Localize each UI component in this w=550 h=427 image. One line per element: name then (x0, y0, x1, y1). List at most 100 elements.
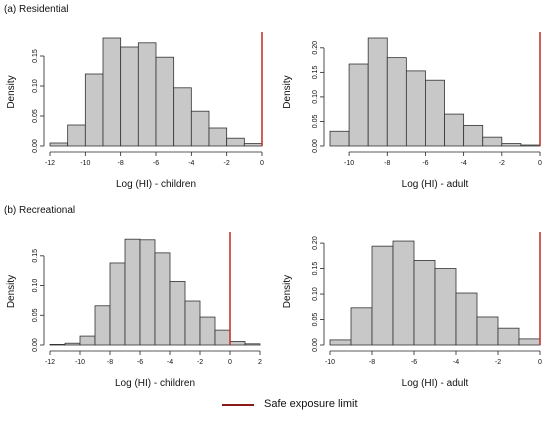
histogram-bar (405, 70, 426, 147)
histogram-bar (120, 46, 139, 147)
histogram-bar (497, 327, 520, 346)
histogram-bar (243, 143, 263, 147)
histogram-bar (84, 73, 104, 147)
section-label-residential: (a) Residential (4, 4, 69, 15)
y-tick-label: 0.10 (32, 79, 39, 93)
histogram-bar (392, 240, 415, 346)
histogram-bar (49, 142, 69, 147)
x-tick-label: 0 (228, 359, 232, 366)
histogram-bar (79, 335, 96, 346)
x-tick-label: -12 (45, 160, 55, 167)
y-tick-label: 0.05 (312, 115, 319, 129)
x-tick-label: -6 (422, 160, 428, 167)
x-tick-label: -2 (197, 359, 203, 366)
x-tick-label: -8 (384, 160, 390, 167)
y-tick-label: 0.15 (312, 262, 319, 276)
x-tick-label: -8 (118, 160, 124, 167)
y-tick-label: 0.00 (312, 139, 319, 153)
x-tick-label: 0 (538, 160, 542, 167)
histogram-bar (214, 329, 231, 346)
histogram-bar (425, 79, 445, 147)
histogram-bar (444, 113, 465, 147)
x-tick-label: -10 (75, 359, 85, 366)
histogram-bar (463, 124, 484, 147)
histogram-bar (348, 63, 369, 147)
histogram-bar (94, 305, 111, 346)
histogram-bar (64, 342, 81, 346)
histogram-bar (520, 144, 541, 147)
x-tick-label: -12 (45, 359, 55, 366)
histogram-bar (208, 127, 228, 147)
x-tick-label: -2 (499, 160, 505, 167)
histogram-bar (244, 343, 261, 346)
x-tick-label: -4 (188, 160, 194, 167)
histogram-bar (137, 42, 157, 147)
histogram-bar (190, 110, 210, 147)
y-axis-title: Density (6, 275, 17, 308)
histogram-bar (155, 56, 175, 147)
x-tick-label: 0 (260, 160, 264, 167)
x-tick-label: -4 (167, 359, 173, 366)
x-tick-label: -10 (325, 359, 335, 366)
x-axis-title: Log (HI) - children (116, 179, 196, 190)
x-axis-title: Log (HI) - adult (402, 378, 469, 389)
y-tick-label: 0.10 (312, 287, 319, 301)
histogram-bar (518, 338, 541, 346)
histogram-bar (476, 316, 499, 346)
histogram-bar (226, 137, 245, 147)
histogram-bar (501, 143, 522, 147)
y-axis-title: Density (6, 75, 17, 108)
histogram-panel-3: -12 -10 -8 -6 -4 -2 0 2 0.00 0.05 0.10 0.15 Log (HI)… (6, 232, 262, 389)
x-tick-label: -6 (411, 359, 417, 366)
y-tick-label: 0.00 (312, 338, 319, 352)
y-tick-label: 0.05 (312, 313, 319, 327)
histogram-bar (329, 130, 350, 147)
x-axis-title: Log (HI) - children (115, 378, 195, 389)
y-tick-label: 0.15 (312, 65, 319, 79)
x-tick-label: 0 (538, 359, 542, 366)
y-tick-label: 0.15 (32, 249, 39, 263)
y-tick-label: 0.00 (32, 139, 39, 153)
histogram-bar (371, 245, 394, 346)
x-tick-label: -4 (461, 160, 467, 167)
y-tick-label: 0.20 (312, 41, 319, 55)
y-axis-title: Density (282, 275, 293, 308)
histogram-bar (455, 292, 478, 346)
y-tick-label: 0.05 (32, 308, 39, 322)
histogram-bar (154, 252, 171, 346)
histogram-panel-4: -10 -8 -6 -4 -2 0 0.00 0.05 0.10 0.15 0.20 Log (HI)… (282, 232, 542, 389)
x-axis-title: Log (HI) - adult (402, 179, 469, 190)
histogram-bar (482, 136, 503, 147)
x-tick-label: -6 (153, 160, 159, 167)
x-tick-label: -10 (80, 160, 90, 167)
histogram-bar (173, 87, 192, 147)
histogram-bar (139, 239, 156, 346)
histogram-bar (350, 307, 373, 346)
x-tick-label: -8 (107, 359, 113, 366)
legend-line-swatch (222, 404, 254, 406)
legend-label: Safe exposure limit (264, 398, 358, 410)
histogram-bar (124, 238, 141, 346)
y-tick-label: 0.10 (312, 90, 319, 104)
histogram-bar (386, 57, 407, 147)
histogram-bar (329, 339, 352, 346)
x-tick-label: -8 (369, 359, 375, 366)
y-tick-label: 0.00 (32, 338, 39, 352)
histogram-panel-1: -12 -10 -8 -6 -4 -2 0 0.00 0.05 0.10 0.15 Log (HI) … (6, 32, 264, 190)
y-tick-label: 0.20 (312, 236, 319, 250)
x-tick-label: -10 (344, 160, 354, 167)
histogram-bar (102, 37, 122, 147)
histogram-panel-2: -10 -8 -6 -4 -2 0 0.00 0.05 0.10 0.15 0.20 Log (HI)… (282, 32, 542, 190)
section-label-recreational: (b) Recreational (4, 205, 76, 216)
y-tick-label: 0.15 (32, 49, 39, 63)
x-tick-label: -6 (137, 359, 143, 366)
histogram-bar (169, 280, 186, 346)
y-axis-title: Density (282, 75, 293, 108)
y-tick-label: 0.05 (32, 109, 39, 123)
x-tick-label: -2 (495, 359, 501, 366)
x-tick-label: -4 (453, 359, 459, 366)
histogram-bar (229, 341, 246, 346)
y-tick-label: 0.10 (32, 279, 39, 293)
histogram-bar (184, 300, 201, 346)
